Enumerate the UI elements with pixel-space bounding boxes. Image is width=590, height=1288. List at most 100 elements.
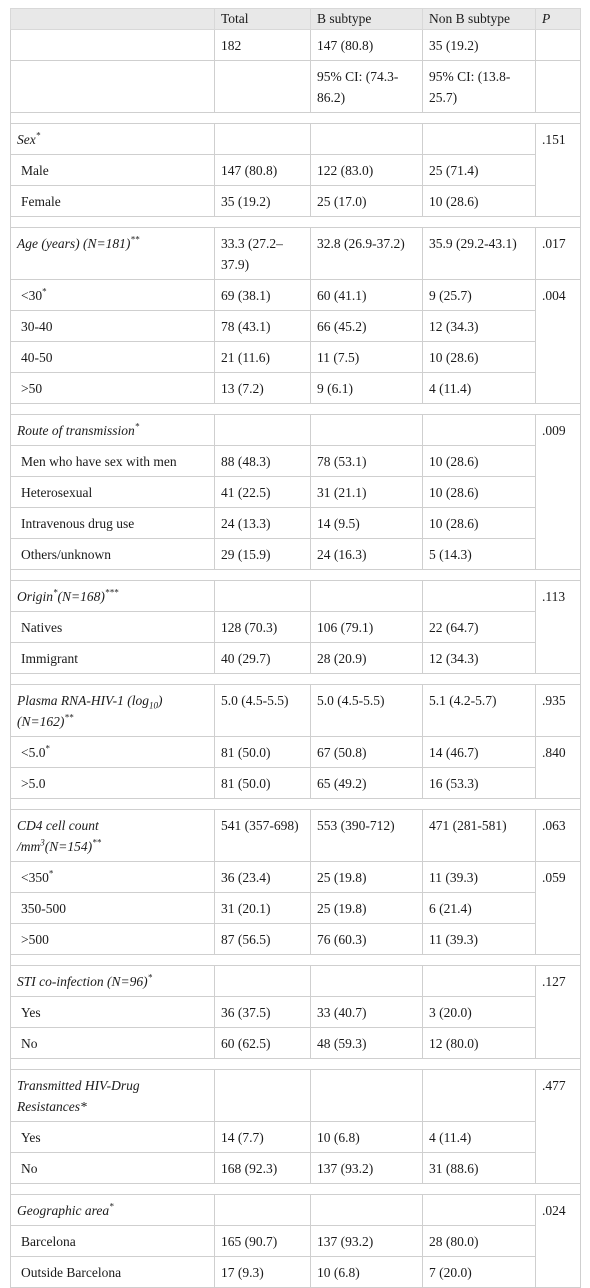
table-cell bbox=[422, 965, 536, 997]
table-cell: 31 (20.1) bbox=[214, 892, 311, 924]
table-cell: 168 (92.3) bbox=[214, 1152, 311, 1184]
table-row: Male 147 (80.8) 122 (83.0) 25 (71.4) bbox=[10, 154, 581, 186]
p-value: .113 bbox=[535, 580, 581, 674]
table-cell: 5.1 (4.2-5.7) bbox=[422, 684, 536, 737]
table-cell: 69 (38.1) bbox=[214, 279, 311, 311]
table-cell: Others/unknown bbox=[10, 538, 215, 570]
table-cell bbox=[214, 414, 311, 446]
table-row: 350-500 31 (20.1) 25 (19.8) 6 (21.4) bbox=[10, 892, 581, 924]
table-cell: 35 (19.2) bbox=[214, 185, 311, 217]
table-cell: 10 (28.6) bbox=[422, 507, 536, 539]
table-cell: Intravenous drug use bbox=[10, 507, 215, 539]
ci-row: 95% CI: (74.3-86.2) 95% CI: (13.8-25.7) bbox=[10, 60, 581, 113]
table-cell: 81 (50.0) bbox=[214, 767, 311, 799]
p-value: .935 bbox=[535, 684, 581, 737]
table-cell: 87 (56.5) bbox=[214, 923, 311, 955]
header-total: Total bbox=[214, 8, 311, 30]
header-blank bbox=[10, 8, 215, 30]
table-cell: 25 (17.0) bbox=[310, 185, 423, 217]
p-value: .063 bbox=[535, 809, 581, 862]
table-cell bbox=[535, 60, 581, 113]
table-cell: 12 (34.3) bbox=[422, 642, 536, 674]
table-cell bbox=[10, 60, 215, 113]
table-cell bbox=[422, 580, 536, 612]
table-cell: >5.0 bbox=[10, 767, 215, 799]
category-label: Age (years) (N=181)** bbox=[10, 227, 215, 280]
table-row: Yes 36 (37.5) 33 (40.7) 3 (20.0) bbox=[10, 996, 581, 1028]
table-cell bbox=[310, 414, 423, 446]
table-cell bbox=[10, 954, 581, 966]
table-cell: 9 (25.7) bbox=[422, 279, 536, 311]
table-cell: 24 (16.3) bbox=[310, 538, 423, 570]
table-cell: 30-40 bbox=[10, 310, 215, 342]
category-label: Origin*(N=168)*** bbox=[10, 580, 215, 612]
category-row-sex: Sex* .151 bbox=[10, 123, 581, 217]
table-cell bbox=[10, 798, 581, 810]
table-cell: 16 (53.3) bbox=[422, 767, 536, 799]
table-cell: <5.0* bbox=[10, 736, 215, 768]
table-cell: Barcelona bbox=[10, 1225, 215, 1257]
spacer-row bbox=[10, 1058, 581, 1070]
p-value: .017 bbox=[535, 227, 581, 280]
table-cell bbox=[10, 673, 581, 685]
category-row-route: Route of transmission* .009 bbox=[10, 414, 581, 570]
table-cell: 147 (80.8) bbox=[214, 154, 311, 186]
category-label: Sex* bbox=[10, 123, 215, 155]
table-cell bbox=[310, 123, 423, 155]
table-row: <5.0* 81 (50.0) 67 (50.8) 14 (46.7) .840 bbox=[10, 736, 581, 799]
spacer-row bbox=[10, 954, 581, 966]
p-value: .059 bbox=[535, 861, 581, 955]
table-cell: 14 (9.5) bbox=[310, 507, 423, 539]
table-cell: 10 (6.8) bbox=[310, 1121, 423, 1153]
spacer-row bbox=[10, 798, 581, 810]
table-cell: 553 (390-712) bbox=[310, 809, 423, 862]
table-cell: 106 (79.1) bbox=[310, 611, 423, 643]
category-row-cd4: CD4 cell count/mm3(N=154)** 541 (357-698… bbox=[10, 809, 581, 862]
table-cell: 12 (34.3) bbox=[422, 310, 536, 342]
table-cell bbox=[10, 1183, 581, 1195]
table-row: 40-50 21 (11.6) 11 (7.5) 10 (28.6) bbox=[10, 341, 581, 373]
table-row: <30* 69 (38.1) 60 (41.1) 9 (25.7) .004 bbox=[10, 279, 581, 404]
table-cell bbox=[214, 123, 311, 155]
table-cell: Heterosexual bbox=[10, 476, 215, 508]
table-cell bbox=[10, 29, 215, 61]
table-cell: 11 (39.3) bbox=[422, 923, 536, 955]
table-cell: Men who have sex with men bbox=[10, 445, 215, 477]
table-cell: Yes bbox=[10, 996, 215, 1028]
table-cell: 14 (46.7) bbox=[422, 736, 536, 768]
table-cell bbox=[422, 414, 536, 446]
table-cell: 6 (21.4) bbox=[422, 892, 536, 924]
table-cell: No bbox=[10, 1027, 215, 1059]
category-label: CD4 cell count/mm3(N=154)** bbox=[10, 809, 215, 862]
table-cell bbox=[310, 1069, 423, 1122]
table-cell: 11 (39.3) bbox=[422, 861, 536, 893]
totals-b: 147 (80.8) bbox=[310, 29, 423, 61]
table-cell: 25 (19.8) bbox=[310, 861, 423, 893]
spacer-row bbox=[10, 569, 581, 581]
table-cell: 10 (28.6) bbox=[422, 341, 536, 373]
totals-total: 182 bbox=[214, 29, 311, 61]
table-cell bbox=[214, 60, 311, 113]
table-cell: 10 (28.6) bbox=[422, 476, 536, 508]
spacer-row bbox=[10, 112, 581, 124]
table-cell: 137 (93.2) bbox=[310, 1225, 423, 1257]
totals-nonb: 35 (19.2) bbox=[422, 29, 536, 61]
table-row: <350* 36 (23.4) 25 (19.8) 11 (39.3) .059 bbox=[10, 861, 581, 955]
category-label: Transmitted HIV-Drug Resistances* bbox=[10, 1069, 215, 1122]
table-cell bbox=[310, 965, 423, 997]
table-cell: Yes bbox=[10, 1121, 215, 1153]
table-cell: 78 (53.1) bbox=[310, 445, 423, 477]
table-cell: Male bbox=[10, 154, 215, 186]
table-cell bbox=[422, 1069, 536, 1122]
category-row-sti: STI co-infection (N=96)* .127 bbox=[10, 965, 581, 1059]
table-cell: 33 (40.7) bbox=[310, 996, 423, 1028]
table-cell: 25 (71.4) bbox=[422, 154, 536, 186]
table-cell: 5.0 (4.5-5.5) bbox=[310, 684, 423, 737]
p-value: .151 bbox=[535, 123, 581, 217]
category-row-origin: Origin*(N=168)*** .113 bbox=[10, 580, 581, 674]
table-cell: 4 (11.4) bbox=[422, 372, 536, 404]
table-cell: 31 (21.1) bbox=[310, 476, 423, 508]
ci-nonb: 95% CI: (13.8-25.7) bbox=[422, 60, 536, 113]
table-row: Outside Barcelona 17 (9.3) 10 (6.8) 7 (20.0… bbox=[10, 1256, 581, 1288]
table-cell: 24 (13.3) bbox=[214, 507, 311, 539]
